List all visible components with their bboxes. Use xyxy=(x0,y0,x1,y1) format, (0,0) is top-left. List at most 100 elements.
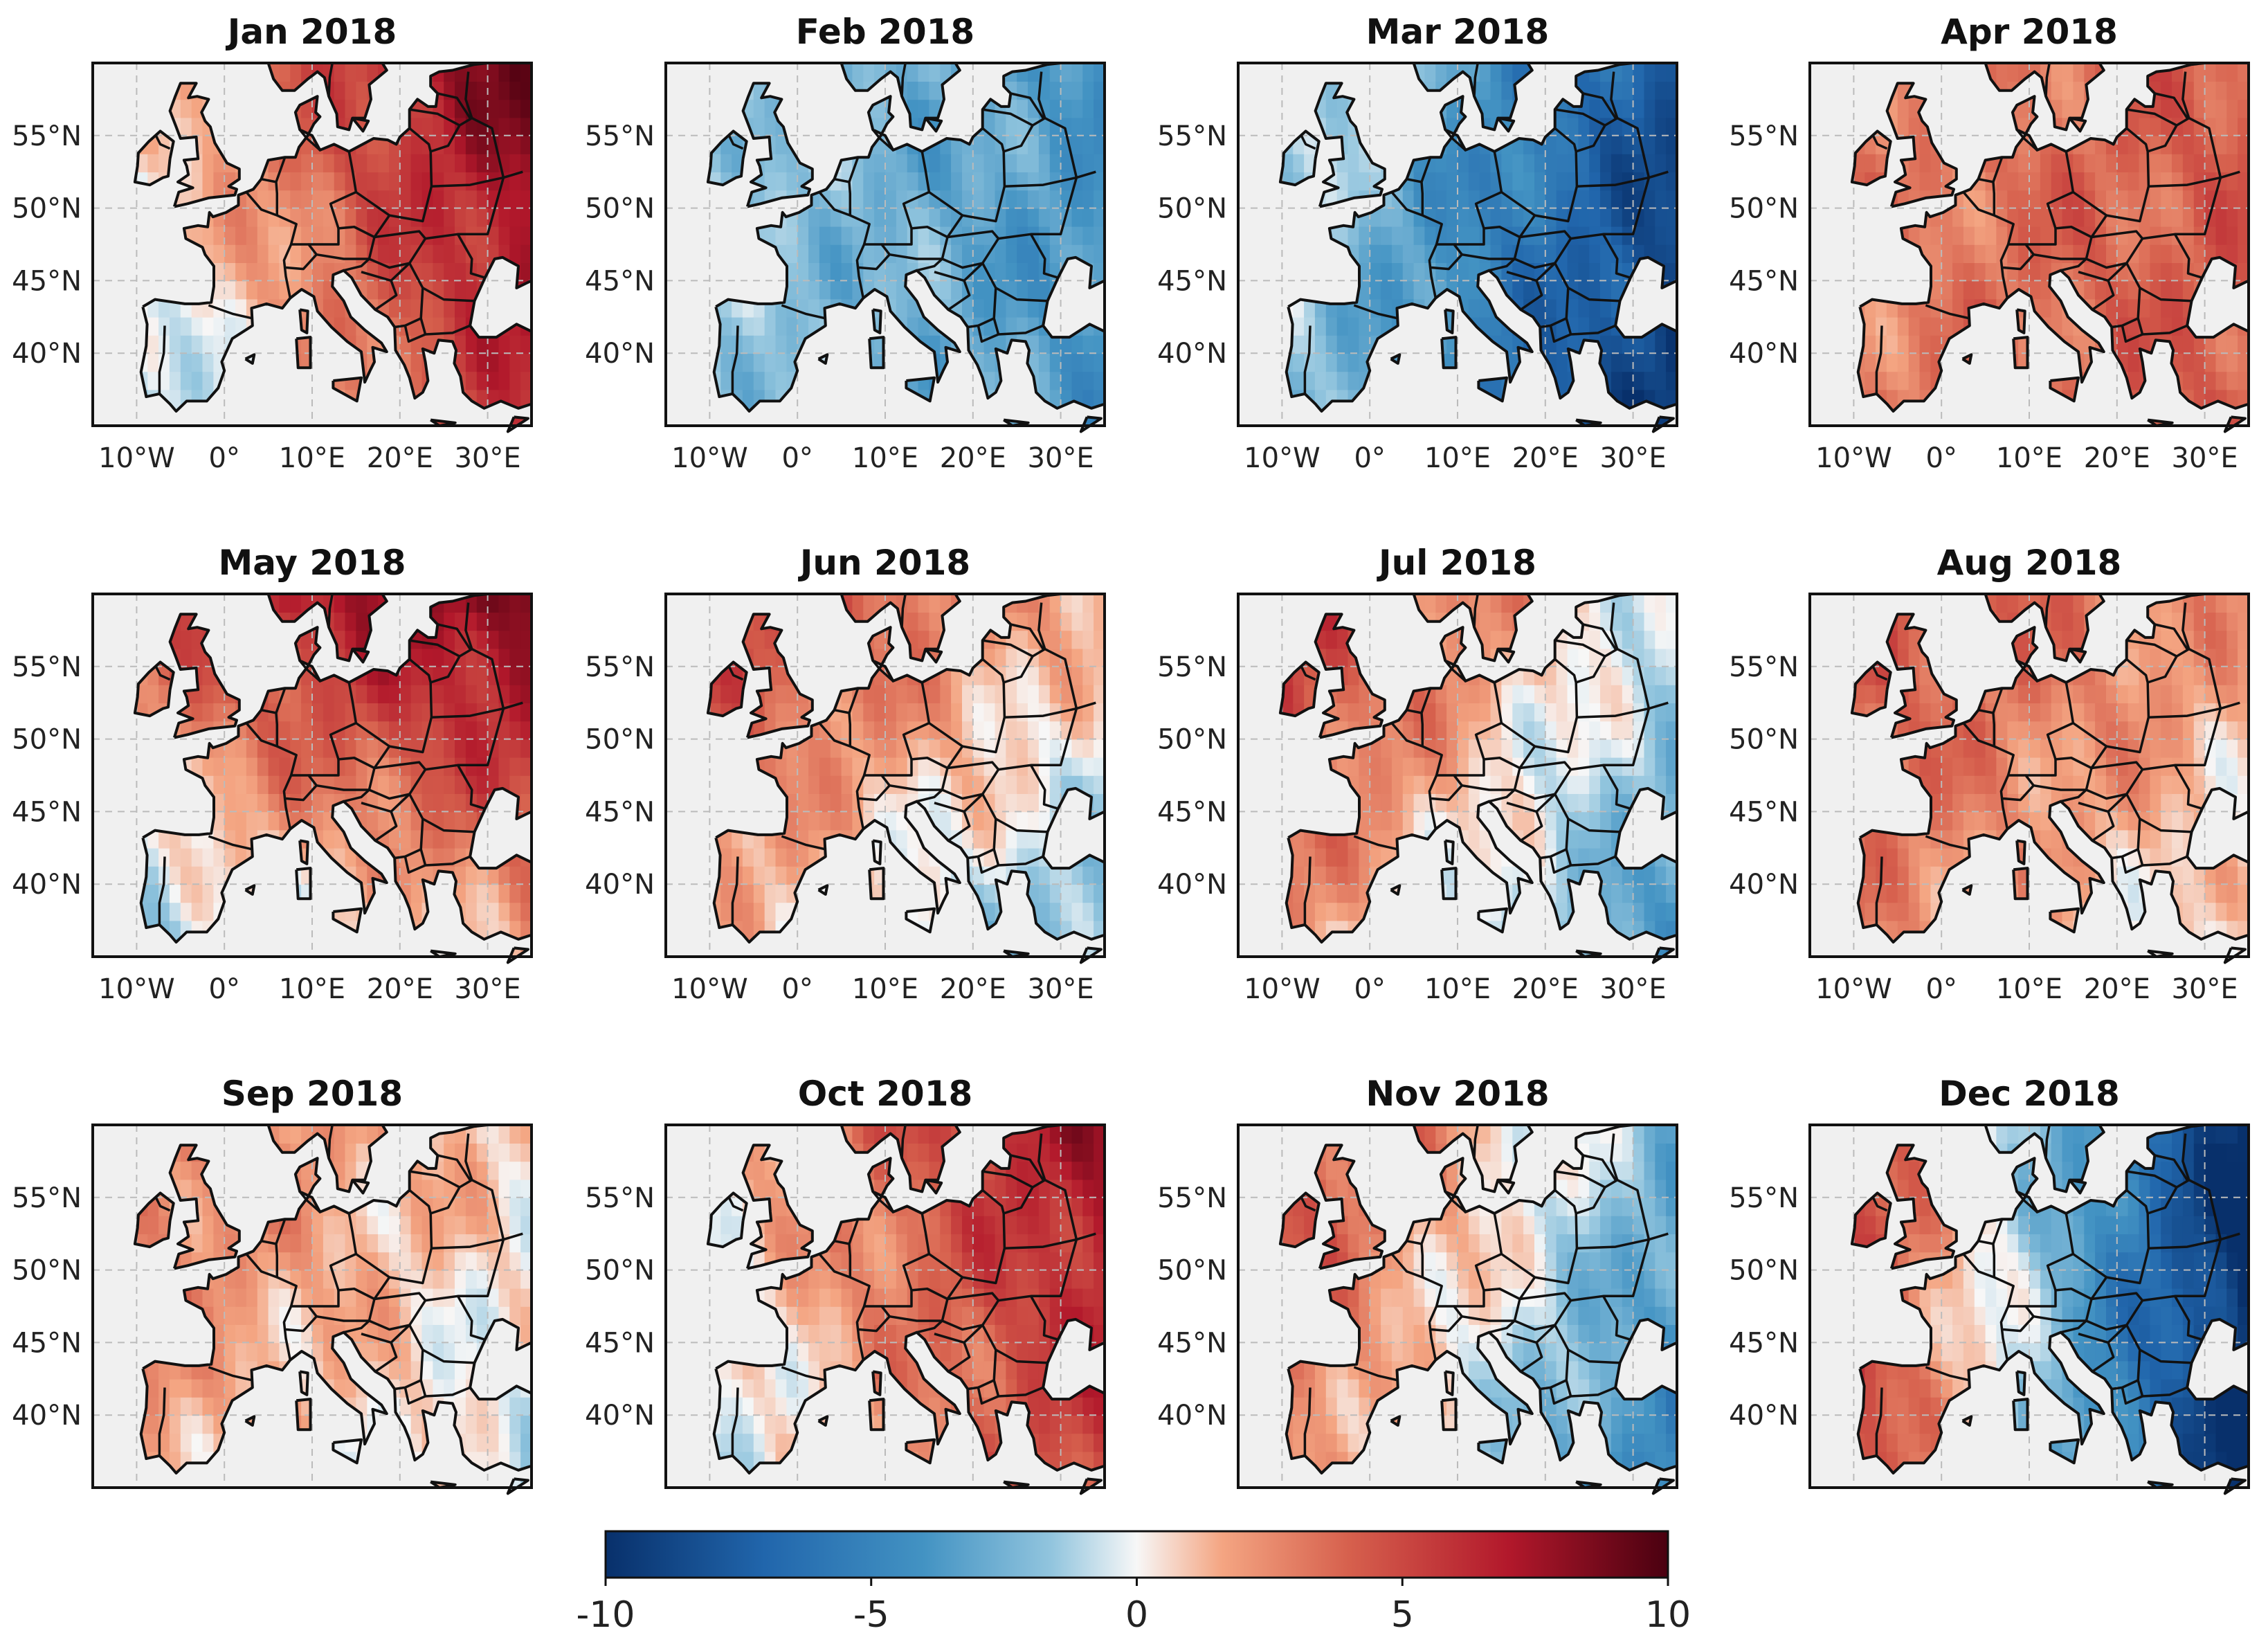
anomaly-cell xyxy=(1359,172,1370,191)
anomaly-cell xyxy=(169,335,181,354)
country-border xyxy=(409,108,460,127)
anomaly-cell xyxy=(224,757,236,776)
coastline xyxy=(1961,353,1973,365)
anomaly-cell xyxy=(1666,63,1677,82)
country-border xyxy=(285,774,318,802)
anomaly-cell xyxy=(1049,612,1062,631)
anomaly-cell xyxy=(1545,226,1557,245)
lat-tick-label: 55°N xyxy=(585,120,655,152)
anomaly-cell xyxy=(830,721,842,740)
anomaly-cell xyxy=(896,703,908,722)
anomaly-cell xyxy=(1049,226,1062,245)
anomaly-cell xyxy=(1293,371,1305,390)
anomaly-cell xyxy=(1336,226,1349,245)
anomaly-cell xyxy=(972,335,985,354)
anomaly-cell xyxy=(1060,172,1073,191)
anomaly-cell xyxy=(498,666,511,685)
country-border xyxy=(1992,156,2004,216)
anomaly-cell xyxy=(1336,316,1349,336)
anomaly-cell xyxy=(235,793,247,813)
anomaly-cell xyxy=(476,594,489,613)
anomaly-cell xyxy=(191,371,203,390)
anomaly-cell xyxy=(753,316,765,336)
anomaly-cell xyxy=(918,316,930,336)
anomaly-cell xyxy=(1017,316,1028,336)
anomaly-cell xyxy=(2182,335,2195,354)
anomaly-cell xyxy=(1545,262,1557,282)
anomaly-cell xyxy=(885,226,897,245)
anomaly-cell xyxy=(819,280,831,300)
anomaly-cell xyxy=(455,280,466,300)
anomaly-cell xyxy=(1006,316,1017,336)
anomaly-cell xyxy=(896,226,908,245)
country-border xyxy=(343,258,370,272)
lat-tick-label: 45°N xyxy=(12,796,82,828)
anomaly-cell xyxy=(389,154,401,172)
map-frame xyxy=(1237,62,1678,427)
anomaly-cell xyxy=(874,172,886,191)
anomaly-cell xyxy=(476,685,489,703)
anomaly-cell xyxy=(509,353,521,372)
anomaly-cell xyxy=(2040,172,2052,191)
anomaly-cell xyxy=(334,612,346,631)
anomaly-cell xyxy=(1512,154,1524,172)
anomaly-cell xyxy=(720,902,732,921)
anomaly-cell xyxy=(2172,262,2184,282)
coastlines xyxy=(1850,62,2250,433)
anomaly-cell xyxy=(1028,190,1040,209)
anomaly-cell xyxy=(1402,244,1415,263)
lon-tick-label: 30°E xyxy=(455,442,521,474)
anomaly-cell xyxy=(2182,154,2195,172)
country-border xyxy=(275,687,287,747)
anomaly-cell xyxy=(885,190,897,209)
anomaly-cell xyxy=(2182,190,2195,209)
anomaly-cell xyxy=(2128,353,2140,372)
anomaly-cell xyxy=(520,226,532,245)
anomaly-cell xyxy=(421,117,434,136)
anomaly-cell xyxy=(1996,226,2008,245)
lat-tick-label: 45°N xyxy=(585,265,655,297)
anomaly-cell xyxy=(323,208,335,227)
anomaly-cell xyxy=(1611,172,1623,191)
anomaly-cell xyxy=(907,81,919,100)
anomaly-cell xyxy=(1028,226,1040,245)
anomaly-cell xyxy=(235,739,247,758)
anomaly-cell xyxy=(983,739,996,758)
anomaly-cell xyxy=(410,371,423,390)
country-border xyxy=(2085,230,2144,269)
anomaly-cell xyxy=(2182,226,2195,245)
anomaly-cell xyxy=(191,847,203,867)
anomaly-cell xyxy=(455,847,466,867)
anomaly-cell xyxy=(312,280,324,300)
coastline xyxy=(168,613,241,739)
anomaly-cell xyxy=(1071,135,1084,154)
anomaly-cell xyxy=(2128,371,2140,390)
anomaly-cell xyxy=(1071,81,1084,100)
anomaly-cell xyxy=(367,190,379,209)
anomaly-cell xyxy=(1006,208,1017,227)
anomaly-cell xyxy=(983,280,996,300)
anomaly-cell xyxy=(1017,208,1028,227)
anomaly-cell xyxy=(2084,190,2096,209)
panel-title: Apr 2018 xyxy=(1941,12,2118,52)
anomaly-cell xyxy=(1006,298,1017,318)
anomaly-cell xyxy=(1017,703,1028,722)
anomaly-cell xyxy=(1082,99,1094,118)
lon-tick-label: 0° xyxy=(1925,442,1957,474)
anomaly-cell xyxy=(2182,353,2195,372)
anomaly-cell xyxy=(962,685,974,703)
anomaly-cell xyxy=(1963,262,1975,282)
anomaly-cell xyxy=(2040,244,2052,263)
anomaly-cell xyxy=(465,135,478,154)
country-border xyxy=(430,647,505,709)
anomaly-cell xyxy=(1282,154,1294,172)
anomaly-cell xyxy=(1325,99,1338,118)
anomaly-cell xyxy=(476,371,489,390)
anomaly-cell xyxy=(1512,280,1524,300)
country-border xyxy=(977,325,999,343)
anomaly-cell xyxy=(202,154,215,172)
anomaly-cell xyxy=(1017,630,1028,649)
anomaly-cell xyxy=(885,262,897,282)
anomaly-cell xyxy=(1897,117,1909,136)
country-border xyxy=(2137,318,2188,336)
